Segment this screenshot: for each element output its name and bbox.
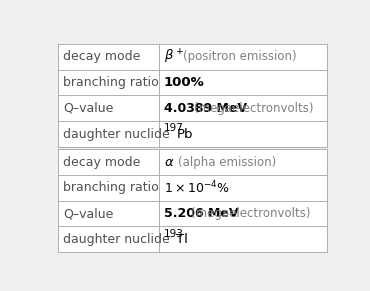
Bar: [58, 149, 327, 252]
Text: $1\times10^{-4}$%: $1\times10^{-4}$%: [164, 180, 230, 196]
Text: branching ratio: branching ratio: [63, 76, 159, 89]
Text: daughter nuclide: daughter nuclide: [63, 127, 169, 141]
Text: 197: 197: [164, 123, 184, 133]
Text: 100%: 100%: [164, 76, 205, 89]
Text: decay mode: decay mode: [63, 50, 140, 63]
Text: $\beta^+$: $\beta^+$: [164, 48, 184, 66]
Text: 193: 193: [164, 229, 184, 239]
Text: (positron emission): (positron emission): [184, 50, 297, 63]
Text: Pb: Pb: [176, 127, 193, 141]
Text: 5.206 MeV: 5.206 MeV: [164, 207, 238, 220]
Text: Tl: Tl: [176, 233, 188, 246]
Text: decay mode: decay mode: [63, 156, 140, 168]
Bar: [58, 44, 327, 147]
Text: Q–value: Q–value: [63, 102, 113, 115]
Text: Q–value: Q–value: [63, 207, 113, 220]
Text: $\alpha$: $\alpha$: [164, 156, 175, 168]
Text: branching ratio: branching ratio: [63, 181, 159, 194]
Text: (megaelectronvolts): (megaelectronvolts): [191, 207, 311, 220]
Text: (alpha emission): (alpha emission): [178, 156, 276, 168]
Text: daughter nuclide: daughter nuclide: [63, 233, 169, 246]
Text: 4.0389 MeV: 4.0389 MeV: [164, 102, 247, 115]
Text: (megaelectronvolts): (megaelectronvolts): [194, 102, 313, 115]
